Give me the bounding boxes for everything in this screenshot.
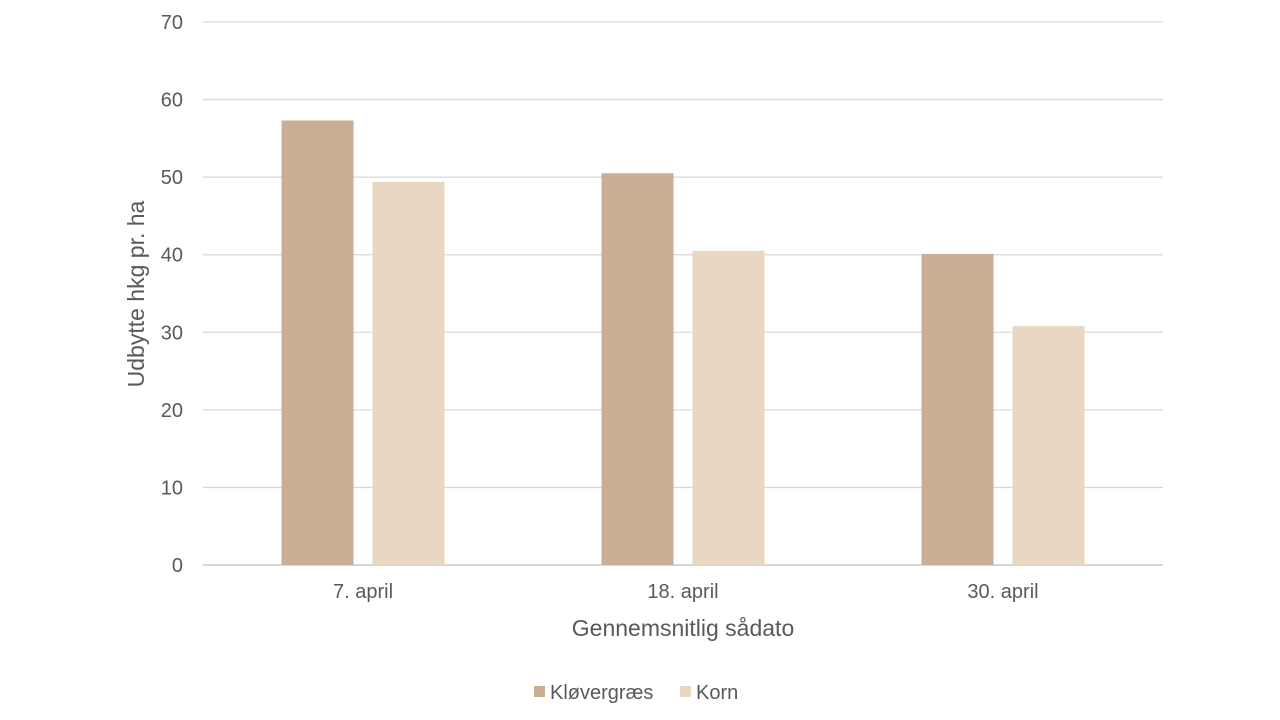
bar-kløvergræs-1	[601, 173, 674, 565]
gridlines	[203, 21, 1163, 566]
legend-swatch	[680, 686, 691, 697]
y-tick-label: 40	[161, 245, 183, 267]
y-tick-label: 70	[161, 12, 183, 34]
y-tick-label: 10	[161, 477, 183, 499]
x-tick-label: 18. april	[647, 581, 718, 603]
bar-korn-0	[372, 181, 445, 565]
y-axis-title: Udbytte hkg pr. ha	[123, 200, 149, 387]
y-tick-label: 30	[161, 322, 183, 344]
bars	[281, 120, 1085, 566]
x-tick-label: 7. april	[333, 581, 393, 603]
x-axis-title: Gennemsnitlig sådato	[572, 615, 794, 641]
legend: Kløvergræs Korn	[534, 682, 738, 704]
y-tick-label: 20	[161, 400, 183, 422]
bar-kløvergræs-0	[281, 120, 354, 565]
bar-kløvergræs-2	[921, 253, 994, 565]
bar-korn-1	[692, 250, 765, 566]
tick-labels: 0 10 20 30 40 50 60 70 7. april 18. april 30. apri…	[161, 12, 1039, 603]
x-tick-label: 30. april	[967, 581, 1038, 603]
y-tick-label: 50	[161, 167, 183, 189]
legend-label: Korn	[696, 682, 738, 704]
legend-swatch	[534, 686, 545, 697]
legend-label: Kløvergræs	[550, 682, 653, 704]
bar-korn-2	[1012, 326, 1085, 565]
y-tick-label: 0	[172, 555, 183, 577]
y-tick-label: 60	[161, 90, 183, 112]
